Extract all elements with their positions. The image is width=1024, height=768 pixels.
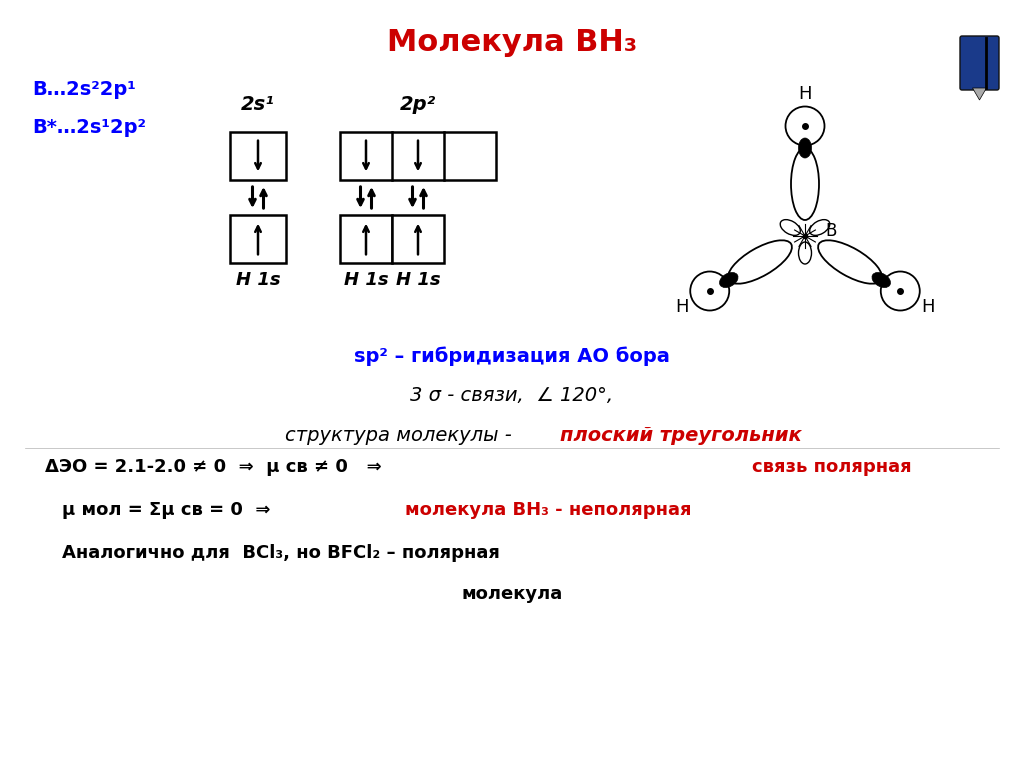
- Text: B*…2s¹2p²: B*…2s¹2p²: [32, 118, 146, 137]
- Text: 3 σ - связи,  ∠ 120°,: 3 σ - связи, ∠ 120°,: [411, 386, 613, 405]
- Text: Молекула BH₃: Молекула BH₃: [387, 28, 637, 57]
- Text: 2p²: 2p²: [400, 95, 436, 114]
- Text: структура молекулы -: структура молекулы -: [285, 426, 518, 445]
- Circle shape: [690, 272, 729, 310]
- Ellipse shape: [810, 220, 829, 235]
- Bar: [340, 132, 496, 180]
- Text: B…2s²2p¹: B…2s²2p¹: [32, 80, 136, 99]
- Ellipse shape: [791, 148, 819, 220]
- Text: молекула BH₃ - неполярная: молекула BH₃ - неполярная: [406, 501, 691, 519]
- Bar: [392, 215, 444, 263]
- Text: H: H: [799, 85, 812, 103]
- Text: H 1s: H 1s: [395, 271, 440, 289]
- FancyBboxPatch shape: [961, 36, 999, 90]
- Text: H: H: [922, 298, 935, 316]
- Text: μ мол = Σμ св = 0  ⇒: μ мол = Σμ св = 0 ⇒: [62, 501, 276, 519]
- Text: H: H: [675, 298, 689, 316]
- Text: H 1s: H 1s: [344, 271, 388, 289]
- Ellipse shape: [818, 240, 882, 283]
- Ellipse shape: [799, 138, 811, 158]
- Text: ΔЭО = 2.1-2.0 ≠ 0  ⇒  μ св ≠ 0   ⇒: ΔЭО = 2.1-2.0 ≠ 0 ⇒ μ св ≠ 0 ⇒: [45, 458, 394, 476]
- Text: Аналогично для  BCl₃, но BFCl₂ – полярная: Аналогично для BCl₃, но BFCl₂ – полярная: [62, 544, 500, 562]
- Text: молекула: молекула: [462, 585, 562, 603]
- Polygon shape: [973, 88, 986, 100]
- Text: связь полярная: связь полярная: [752, 458, 911, 476]
- Ellipse shape: [780, 220, 801, 235]
- Text: H 1s: H 1s: [236, 271, 281, 289]
- Text: плоский треугольник: плоский треугольник: [560, 426, 802, 445]
- Circle shape: [881, 272, 920, 310]
- Ellipse shape: [799, 242, 811, 264]
- Bar: [230, 215, 286, 263]
- Text: B: B: [825, 222, 837, 240]
- Ellipse shape: [728, 240, 792, 283]
- Bar: [340, 215, 392, 263]
- Ellipse shape: [872, 273, 891, 287]
- Text: 2s¹: 2s¹: [241, 95, 274, 114]
- Circle shape: [785, 107, 824, 145]
- Text: sp² – гибридизация АО бора: sp² – гибридизация АО бора: [354, 346, 670, 366]
- Ellipse shape: [720, 273, 738, 287]
- Bar: [230, 132, 286, 180]
